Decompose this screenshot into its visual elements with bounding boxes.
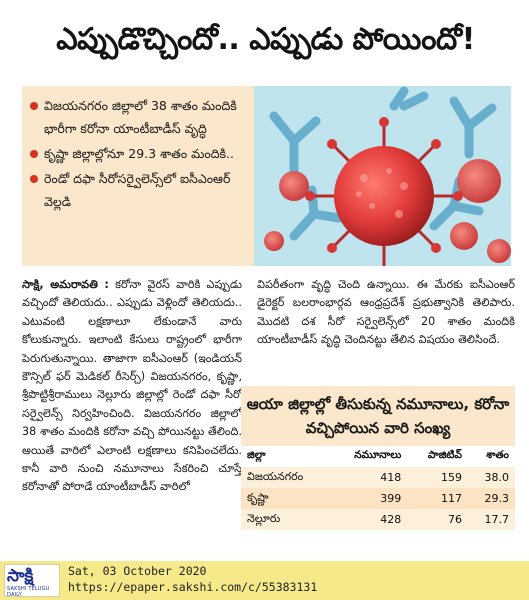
highlight-item: కృష్ణా జిల్లాల్లోనూ 29.3 శాతం మందికి.. bbox=[30, 142, 248, 165]
coronavirus-illustration bbox=[254, 86, 511, 266]
article-headline: ఎప్పుడొచ్చిందో.. ఎప్పుడు పోయిందో! bbox=[56, 22, 475, 57]
epaper-url-link[interactable]: https://epaper.sakshi.com/c/55383131 bbox=[68, 580, 318, 594]
cell-district: విజయనగరం bbox=[247, 469, 304, 483]
logo-subtitle: SAKSHI TELUGU DAILY bbox=[7, 586, 50, 598]
data-table: జిల్లా నమూనాలు పాజిటివ్‌ శాతం విజయనగరం 4… bbox=[241, 446, 515, 530]
highlight-item: రెండో దఫా సీరోసర్వైలెన్స్‌లో ఐసీఎంఆర్‌ వ… bbox=[30, 167, 248, 213]
sakshi-logo: సాక్షి SAKSHI TELUGU DAILY bbox=[4, 564, 60, 598]
header-percent: శాతం bbox=[486, 449, 509, 461]
cell-district: నెల్లూరు bbox=[247, 511, 281, 525]
cell-percent: 17.7 bbox=[484, 513, 510, 526]
coronavirus-icon bbox=[254, 86, 511, 266]
highlight-text: విజయనగరం జిల్లాలో 38 శాతం మందికి భారీగా … bbox=[44, 98, 237, 136]
red-dot-bullet-icon bbox=[30, 175, 38, 183]
cell-positive: 159 bbox=[440, 471, 462, 484]
publication-date: Sat, 03 October 2020 bbox=[68, 564, 207, 578]
table-row: నెల్లూరు 428 76 17.7 bbox=[241, 509, 515, 530]
body-text: విపరీతంగా వృద్ధి చెంది ఉన్నాయి. ఈ మేరకు … bbox=[257, 278, 515, 347]
dateline: సాక్షి, అమరావతి : bbox=[22, 278, 109, 291]
body-text: కరోనా వైరస్‌ వారికి ఎప్పుడు వచ్చిందో తెల… bbox=[22, 278, 242, 494]
table-title: ఆయా జిల్లాల్లో తీసుకున్న నమూనాలు, కరోనా … bbox=[241, 386, 515, 446]
table-header-row: జిల్లా నమూనాలు పాజిటివ్‌ శాతం bbox=[241, 446, 515, 467]
cell-positive: 117 bbox=[440, 492, 462, 505]
cell-positive: 76 bbox=[447, 513, 462, 526]
cell-samples: 418 bbox=[380, 471, 402, 484]
article-body-column-1: సాక్షి, అమరావతి : కరోనా వైరస్‌ వారికి ఎప… bbox=[22, 276, 242, 556]
cell-percent: 38.0 bbox=[484, 471, 510, 484]
logo-wordmark: సాక్షి bbox=[7, 566, 34, 586]
red-dot-bullet-icon bbox=[30, 102, 38, 110]
header-positive: పాజిటివ్‌ bbox=[427, 449, 462, 461]
highlight-text: రెండో దఫా సీరోసర్వైలెన్స్‌లో ఐసీఎంఆర్‌ వ… bbox=[44, 171, 231, 209]
table-row: విజయనగరం 418 159 38.0 bbox=[241, 467, 515, 488]
red-dot-bullet-icon bbox=[30, 150, 38, 158]
table-row: కృష్ణా 399 117 29.3 bbox=[241, 488, 515, 509]
cell-percent: 29.3 bbox=[484, 492, 510, 505]
cell-samples: 399 bbox=[380, 492, 402, 505]
highlight-item: విజయనగరం జిల్లాలో 38 శాతం మందికి భారీగా … bbox=[30, 94, 248, 140]
header-samples: నమూనాలు bbox=[354, 449, 402, 461]
article-body-column-2: విపరీతంగా వృద్ధి చెంది ఉన్నాయి. ఈ మేరకు … bbox=[257, 276, 515, 368]
epaper-footer: సాక్షి SAKSHI TELUGU DAILY Sat, 03 Octob… bbox=[0, 561, 529, 600]
highlights-box: విజయనగరం జిల్లాలో 38 శాతం మందికి భారీగా … bbox=[22, 86, 254, 266]
cell-district: కృష్ణా bbox=[247, 490, 269, 504]
cell-samples: 428 bbox=[380, 513, 402, 526]
header-district: జిల్లా bbox=[247, 449, 266, 461]
highlight-text: కృష్ణా జిల్లాల్లోనూ 29.3 శాతం మందికి.. bbox=[44, 146, 234, 161]
